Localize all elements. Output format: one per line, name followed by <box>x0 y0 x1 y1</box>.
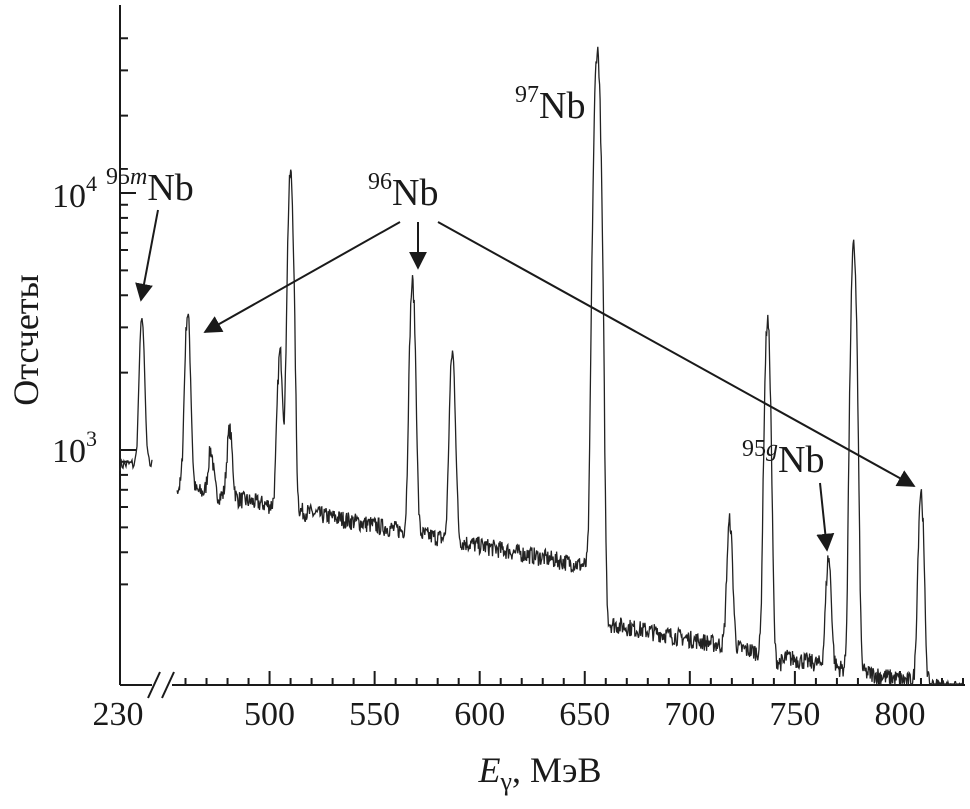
spectrum-series-left <box>119 318 153 472</box>
annotation-95g-nb: 95gNb <box>742 436 824 481</box>
arrow-96-nb-left <box>203 221 401 333</box>
annotation-95m-nb: 95mNb <box>106 164 194 209</box>
axis-break-marker <box>147 671 175 699</box>
x-tick-label-800: 800 <box>874 696 925 733</box>
axes <box>119 5 965 699</box>
x-tick-label-600: 600 <box>454 696 505 733</box>
x-tick-label-550: 550 <box>349 696 400 733</box>
y-axis-label: Отсчеты <box>6 274 46 405</box>
x-tick-label-700: 700 <box>664 696 715 733</box>
x-axis-label: Eγ, МэВ <box>478 750 602 796</box>
y-tick-label-10000: 104 <box>52 171 97 215</box>
arrow-96-nb-right <box>437 221 916 487</box>
arrow-95m-nb <box>135 209 159 302</box>
arrow-95g-nb <box>816 482 835 552</box>
x-tick-label-500: 500 <box>244 696 295 733</box>
x-tick-label-230: 230 <box>93 696 144 733</box>
y-tick-label-1000: 103 <box>52 426 97 470</box>
x-ticks <box>119 671 964 685</box>
annotation-97-nb: 97Nb <box>515 82 585 127</box>
spectrum-series-main <box>176 46 964 687</box>
x-tick-labels: 500 550 600 650 700 750 800 <box>244 696 925 733</box>
annotation-96-nb: 96Nb <box>368 169 438 214</box>
y-ticks <box>120 37 136 586</box>
x-tick-label-750: 750 <box>769 696 820 733</box>
x-tick-label-650: 650 <box>559 696 610 733</box>
